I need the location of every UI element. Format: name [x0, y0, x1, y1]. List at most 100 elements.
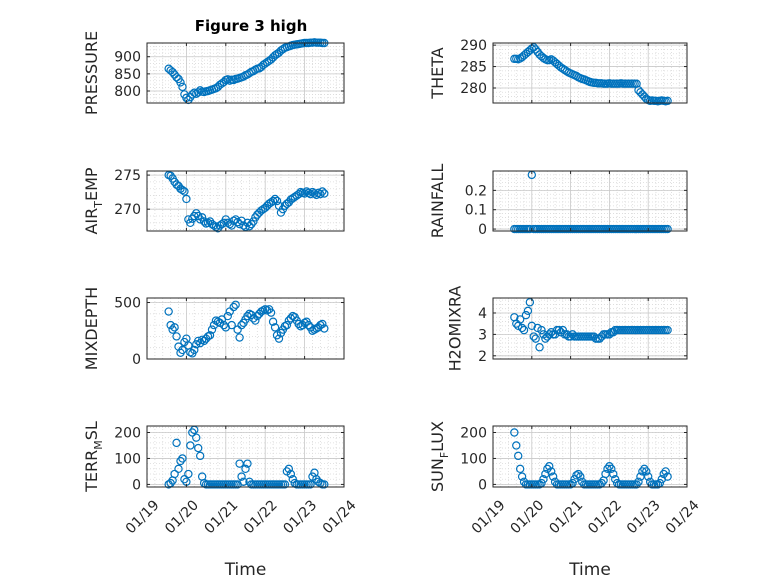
data-point — [280, 322, 290, 331]
data-point — [640, 464, 649, 474]
plot-area — [493, 171, 687, 231]
data-point — [237, 216, 246, 225]
y-tick-label: 100 — [460, 451, 487, 467]
data-point — [280, 480, 290, 489]
x-tick-label: 01/20 — [162, 497, 202, 537]
data-point — [229, 302, 238, 312]
data-point — [632, 480, 641, 489]
data-point — [194, 443, 203, 453]
data-point — [227, 320, 236, 330]
data-point — [235, 459, 244, 468]
data-point — [194, 336, 203, 346]
data-point — [515, 315, 525, 324]
data-point — [314, 188, 323, 198]
data-point — [525, 298, 535, 307]
y-tick-label: 0.2 — [465, 183, 487, 199]
data-point — [239, 477, 248, 487]
y-tick-label: 500 — [114, 296, 141, 312]
axes-box — [492, 425, 688, 488]
data-point — [318, 187, 327, 196]
axes-box — [492, 170, 688, 232]
y-tick-label: 270 — [114, 202, 141, 218]
data-point — [510, 428, 519, 437]
x-tick-label: 01/19 — [469, 497, 509, 537]
data-point — [223, 75, 232, 84]
x-tick-label: 01/21 — [546, 497, 586, 537]
data-point — [535, 343, 544, 352]
subplot-air: 270 275 AIRTEMP — [82, 167, 345, 235]
data-point — [205, 331, 215, 340]
y-tick-label: 0 — [478, 222, 487, 238]
x-tick-label: 01/23 — [280, 497, 320, 537]
data-point — [663, 325, 672, 335]
data-point — [644, 472, 653, 481]
data-point — [545, 462, 554, 471]
data-point — [642, 467, 651, 476]
data-point — [174, 464, 183, 474]
data-point — [172, 73, 181, 82]
data-point — [266, 308, 276, 317]
data-series — [164, 425, 329, 489]
x-tick-label: 01/22 — [241, 497, 281, 537]
data-point — [294, 189, 303, 199]
data-point — [286, 469, 296, 479]
y-tick-label: 800 — [114, 84, 141, 100]
subplot-sun: 0 100 200 SUNFLUX 01/1901/2001/2101/2201/230… — [428, 421, 702, 580]
data-point — [320, 480, 329, 489]
data-point — [195, 451, 205, 461]
x-axis-label: Time — [224, 560, 267, 580]
x-tick-label: 01/23 — [624, 497, 664, 537]
y-tick-label: 0 — [478, 477, 487, 493]
data-point — [168, 67, 177, 77]
data-point — [318, 319, 327, 329]
axes-box — [146, 425, 345, 488]
data-point — [574, 469, 583, 479]
y-axis-label: MIXDEPTH — [82, 287, 101, 370]
data-point — [519, 325, 529, 335]
figure-title: Figure 3 high — [195, 17, 308, 35]
y-tick-label: 0.1 — [465, 203, 487, 219]
data-point — [186, 218, 195, 228]
data-point — [172, 438, 181, 448]
data-point — [306, 189, 315, 199]
data-point — [207, 325, 217, 334]
data-point — [235, 333, 244, 342]
data-point — [523, 306, 533, 316]
data-point — [609, 469, 618, 479]
data-point — [537, 325, 546, 335]
data-point — [529, 332, 538, 341]
data-point — [195, 86, 205, 95]
data-point — [188, 428, 197, 437]
data-point — [517, 323, 527, 333]
y-tick-label: 2 — [478, 349, 487, 365]
y-axis-label: PRESSURE — [82, 31, 101, 115]
data-point — [661, 467, 670, 476]
y-axis-label: TERRMSL — [82, 421, 105, 493]
data-point — [195, 215, 205, 224]
data-point — [515, 464, 525, 474]
data-point — [237, 472, 246, 481]
data-point — [512, 441, 521, 450]
subplot-mixdepth: 0 500 MIXDEPTH — [82, 287, 345, 370]
data-point — [310, 189, 319, 198]
x-tick-label: 01/20 — [508, 497, 548, 537]
y-axis-label: RAINFALL — [428, 164, 447, 239]
data-point — [268, 196, 278, 206]
axes-box — [146, 42, 345, 104]
data-point — [168, 325, 177, 334]
data-point — [219, 320, 229, 330]
data-point — [548, 472, 558, 481]
y-axis-label: AIRTEMP — [82, 167, 105, 234]
data-point — [249, 217, 258, 226]
subplot-h2omixra: 2 3 4 H2OMIXRA — [445, 286, 688, 371]
data-point — [638, 467, 647, 476]
data-point — [237, 320, 246, 330]
data-point — [268, 317, 278, 326]
data-point — [545, 330, 554, 339]
data-point — [231, 300, 240, 309]
data-point — [607, 464, 616, 474]
y-tick-label: 3 — [478, 327, 487, 343]
data-point — [527, 321, 537, 331]
data-series — [164, 300, 329, 358]
